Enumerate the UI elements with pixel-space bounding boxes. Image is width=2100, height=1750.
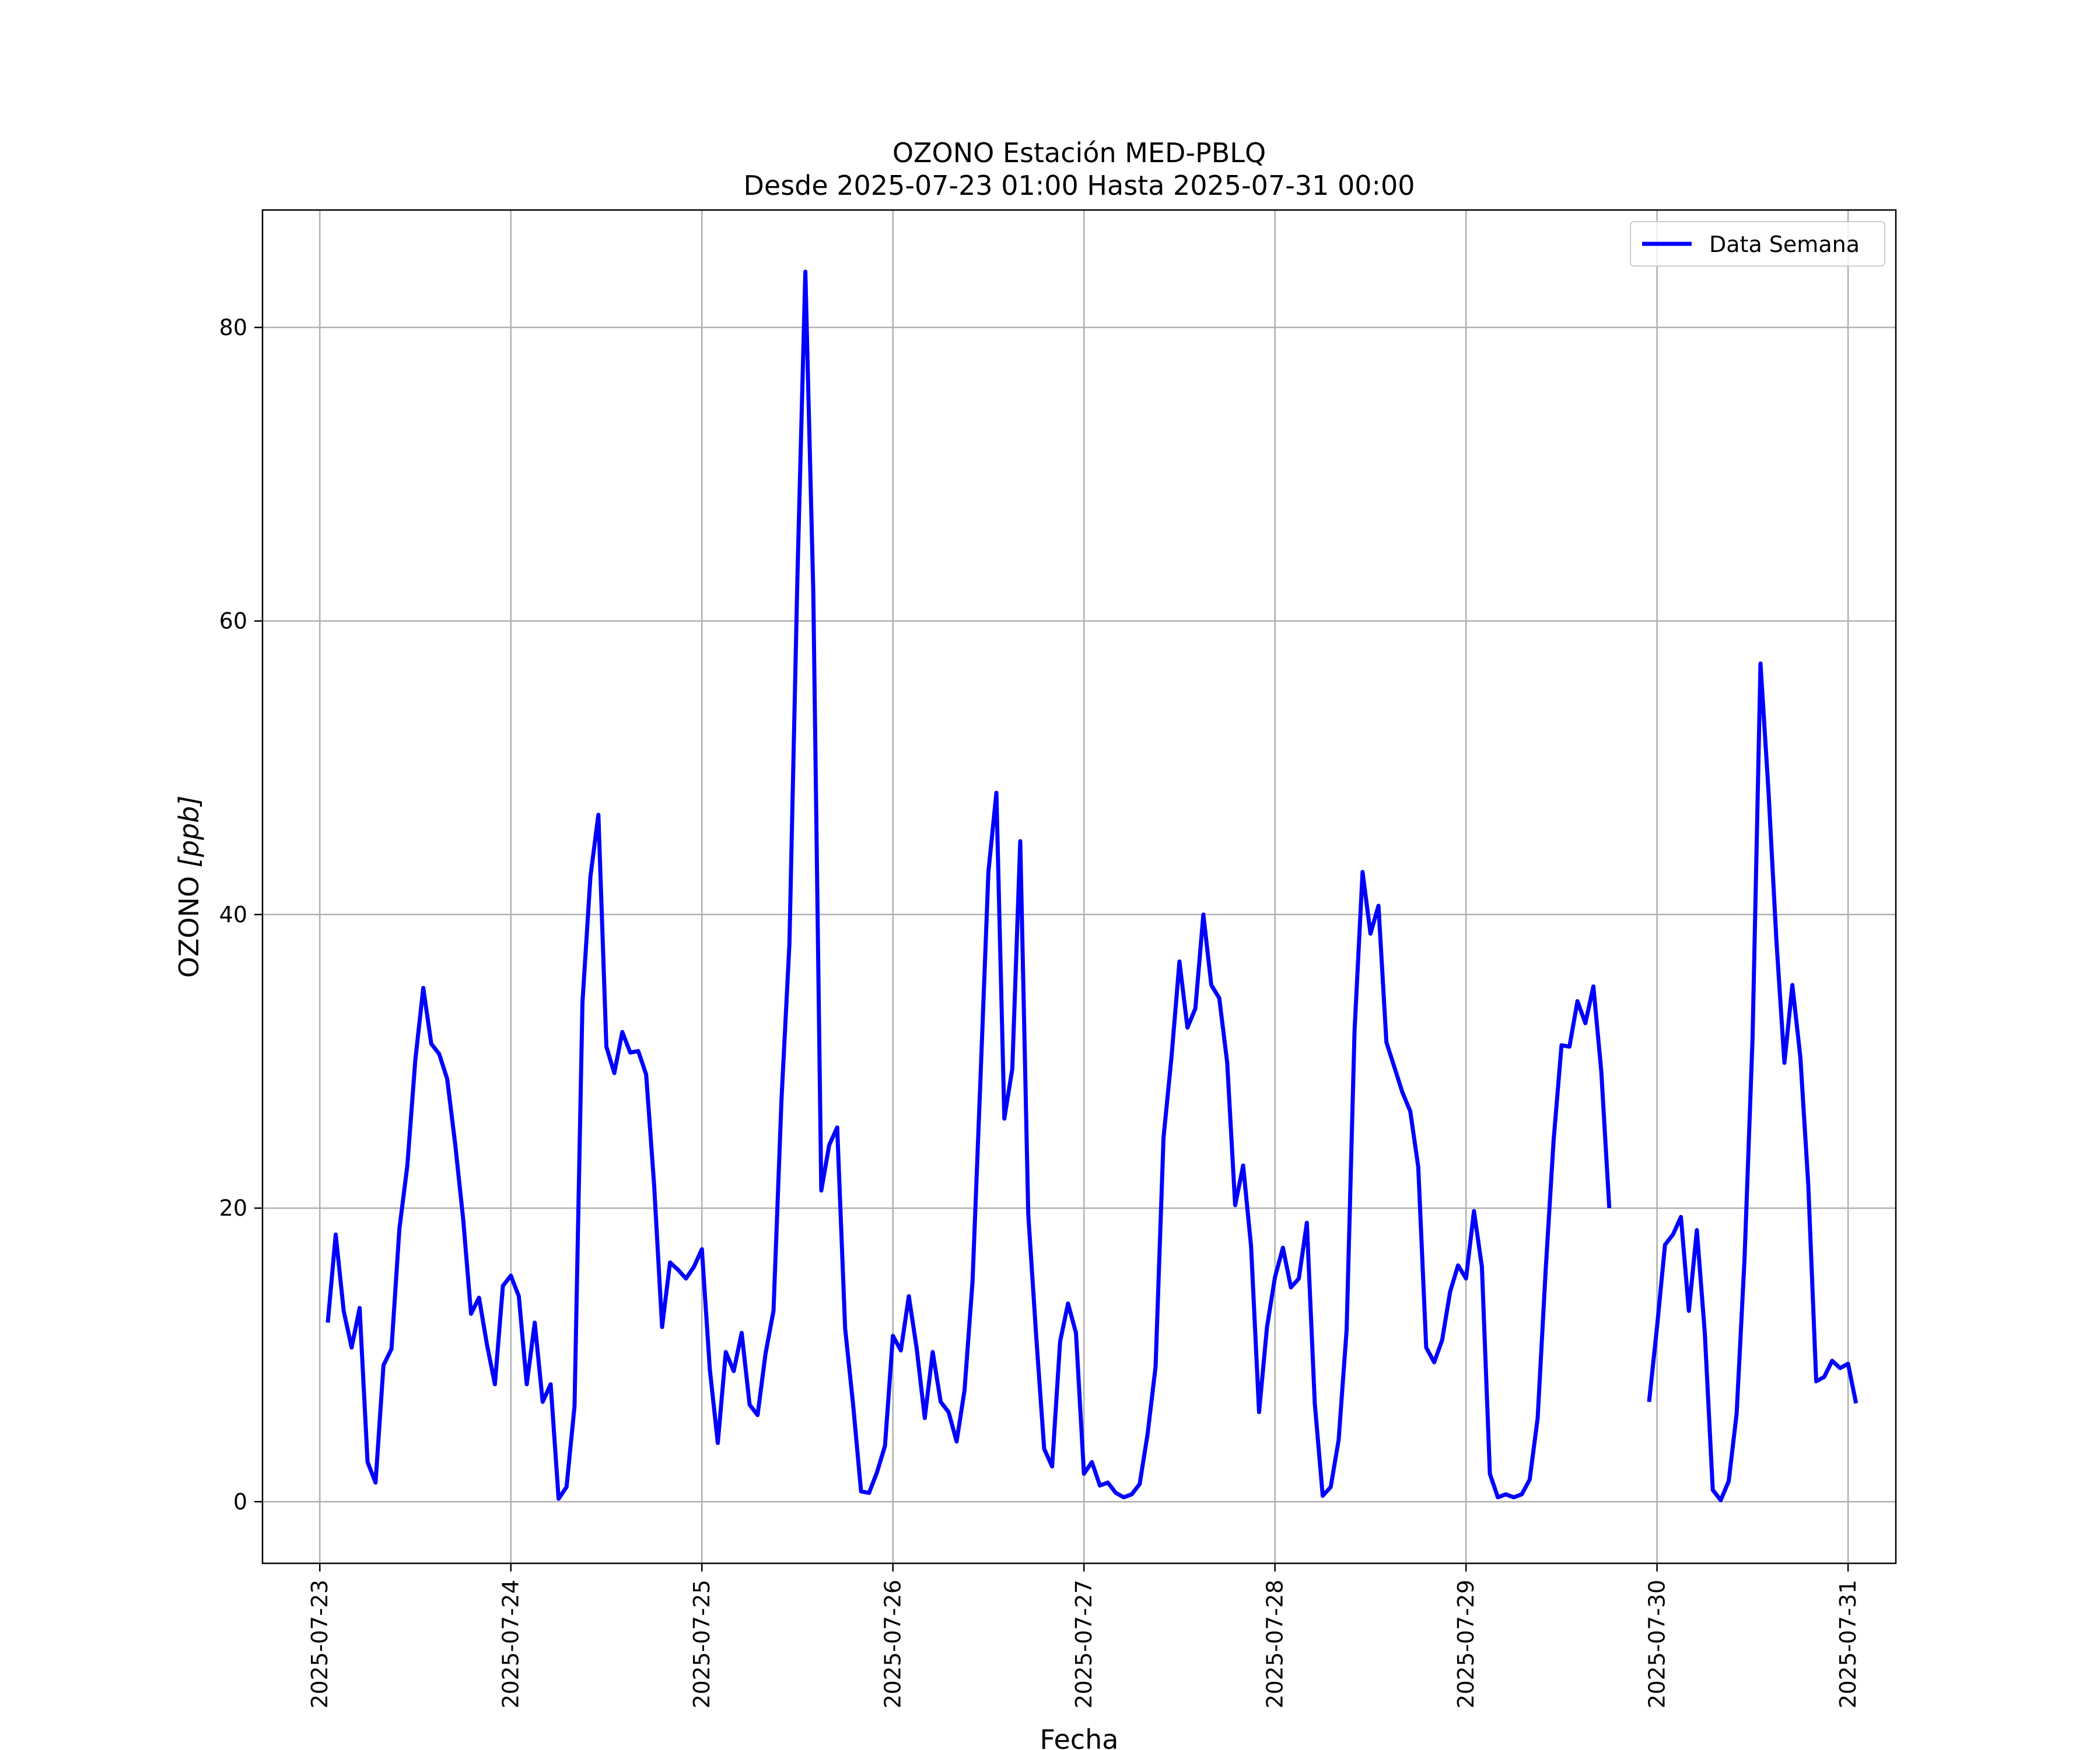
x-tick-label: 2025-07-26 — [880, 1580, 906, 1709]
y-axis-label: OZONO [ppb] — [173, 796, 205, 978]
ticks: 2025-07-23 2025-07-24 2025-07-25 2025-07-26… — [219, 314, 1861, 1709]
legend-box — [1630, 221, 1885, 267]
x-tick-label: 2025-07-27 — [1071, 1580, 1097, 1709]
x-tick-label: 2025-07-24 — [498, 1580, 524, 1709]
y-tick-label: 60 — [219, 608, 247, 634]
series-layer — [326, 270, 1859, 1503]
chart-subtitle: Desde 2025-07-23 01:00 Hasta 2025-07-31 … — [743, 170, 1415, 201]
legend-label: Data Semana — [1709, 232, 1860, 257]
series-line — [326, 270, 1612, 1501]
x-tick-label: 2025-07-29 — [1453, 1580, 1479, 1709]
y-tick-label: 80 — [219, 314, 247, 340]
y-tick-label: 40 — [219, 902, 247, 928]
y-axis-label-unit: [ppb] — [173, 796, 205, 868]
grid — [262, 210, 1896, 1563]
x-tick-label: 2025-07-23 — [307, 1580, 332, 1709]
x-tick-label: 2025-07-25 — [689, 1580, 715, 1709]
series-line — [1647, 662, 1859, 1503]
y-tick-label: 0 — [233, 1489, 247, 1514]
y-tick-label: 20 — [219, 1195, 247, 1221]
plot-frame — [261, 209, 1897, 1564]
x-tick-label: 2025-07-30 — [1644, 1580, 1670, 1709]
legend: Data Semana — [1630, 221, 1885, 267]
x-tick-label: 2025-07-31 — [1835, 1580, 1861, 1709]
x-tick-label: 2025-07-28 — [1262, 1580, 1288, 1709]
chart-title: OZONO Estación MED-PBLQ — [892, 137, 1266, 169]
y-axis-label-main: OZONO — [173, 867, 205, 978]
x-axis-label: Fecha — [1040, 1724, 1119, 1750]
